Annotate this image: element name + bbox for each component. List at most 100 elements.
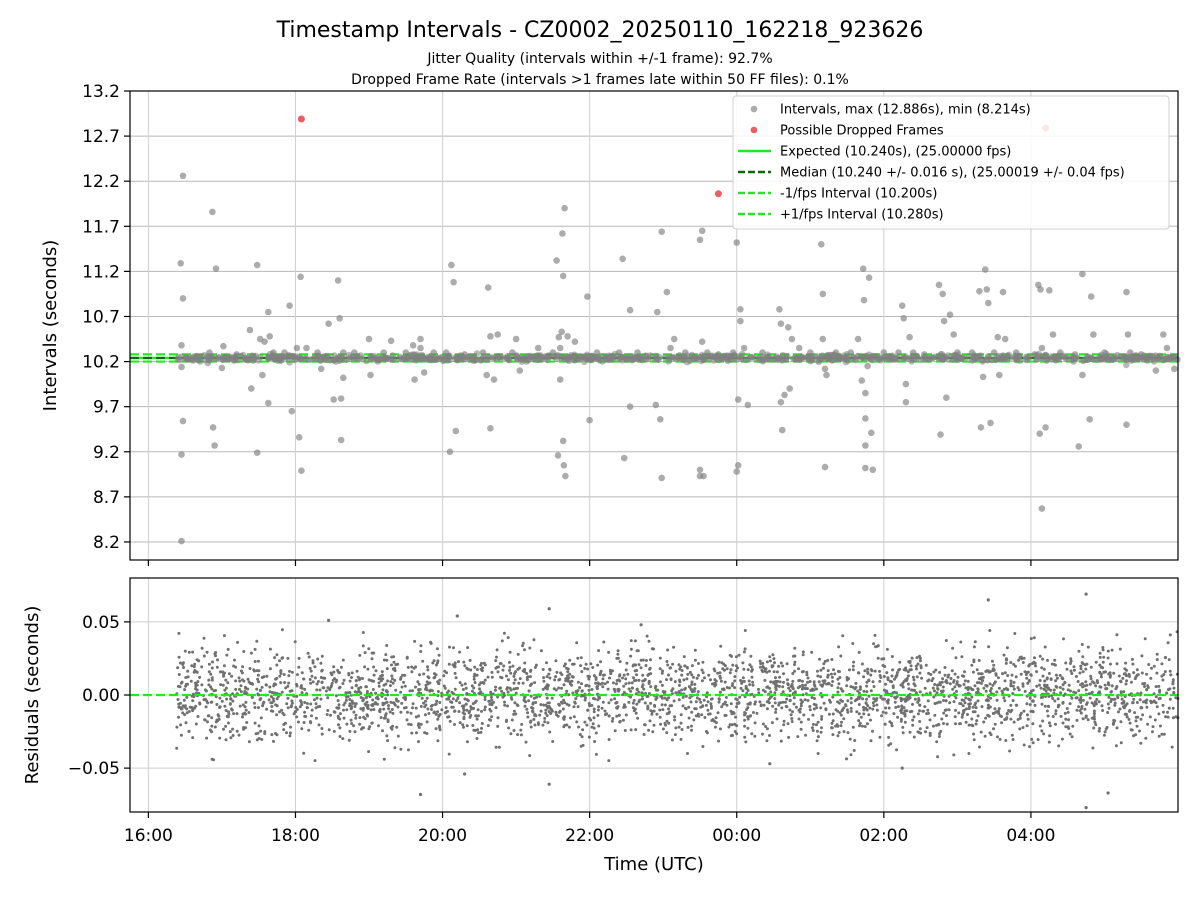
residual-point <box>968 686 972 690</box>
interval-point <box>836 353 843 361</box>
residual-point <box>177 673 181 676</box>
residual-point <box>187 729 191 733</box>
residual-point <box>819 683 823 687</box>
residual-point <box>288 731 292 735</box>
residual-point <box>865 684 869 688</box>
residuals-x-axis-label: Time (UTC) <box>603 854 704 875</box>
intervals-y-axis-label: Intervals (seconds) <box>40 240 61 412</box>
residual-point <box>564 677 568 681</box>
interval-point <box>696 236 704 244</box>
residual-point <box>673 715 677 719</box>
residual-point <box>365 700 369 704</box>
residual-point <box>686 725 690 729</box>
interval-point <box>483 371 491 379</box>
interval-point <box>363 357 370 365</box>
residual-point <box>861 697 865 701</box>
interval-point <box>337 395 345 402</box>
interval-point <box>516 355 524 363</box>
interval-point <box>977 424 985 431</box>
residual-point <box>451 663 455 667</box>
residual-point <box>480 722 484 725</box>
residual-point <box>812 707 816 711</box>
residual-point <box>1104 670 1107 674</box>
residual-point <box>210 757 214 761</box>
residual-point <box>259 729 263 733</box>
residual-point <box>566 670 570 674</box>
residual-point <box>793 663 796 667</box>
residual-point <box>819 730 823 734</box>
residual-point <box>1011 692 1015 695</box>
residual-point <box>751 683 755 687</box>
residual-point <box>565 723 569 727</box>
interval-point <box>644 355 651 363</box>
residual-point <box>679 737 683 741</box>
residual-point <box>1032 636 1036 640</box>
residual-point <box>545 675 549 679</box>
residual-point <box>232 712 236 716</box>
residual-point <box>241 678 244 682</box>
residual-point <box>972 738 976 742</box>
residual-point <box>1031 699 1035 703</box>
interval-point <box>558 328 565 336</box>
residual-point <box>688 670 692 674</box>
residuals-y-axis-label: Residuals (seconds) <box>22 606 43 785</box>
residual-point <box>774 688 778 692</box>
residual-point <box>413 639 417 643</box>
residual-point <box>343 701 347 705</box>
residual-point <box>713 681 717 685</box>
residual-point <box>983 734 987 738</box>
residual-point <box>799 720 803 724</box>
residual-point <box>496 670 500 674</box>
residual-point <box>858 687 862 691</box>
residual-point <box>359 691 363 695</box>
interval-point <box>288 407 296 415</box>
residual-point <box>475 737 479 740</box>
residual-point <box>1162 673 1166 676</box>
residual-point <box>210 687 214 691</box>
residual-point <box>788 689 792 693</box>
residual-point <box>290 701 294 705</box>
residual-point <box>473 701 477 704</box>
interval-point <box>585 353 592 361</box>
interval-point <box>938 355 946 363</box>
residual-point <box>191 692 195 696</box>
residual-point <box>452 692 456 696</box>
residual-point <box>578 733 582 736</box>
residual-point <box>186 682 190 686</box>
residual-point <box>868 706 872 710</box>
residual-point <box>528 684 532 687</box>
interval-point <box>357 352 365 359</box>
residual-point <box>911 718 915 722</box>
residual-point <box>1098 663 1102 667</box>
residual-point <box>1106 791 1110 795</box>
residual-point <box>1128 709 1132 712</box>
residual-point <box>179 723 183 727</box>
residual-point <box>1003 679 1007 683</box>
residual-point <box>1144 736 1148 740</box>
residual-point <box>674 691 678 695</box>
residual-point <box>309 721 313 725</box>
residual-point <box>1131 701 1135 705</box>
residual-point <box>533 665 537 669</box>
residual-point <box>278 710 281 714</box>
residual-point <box>962 674 966 678</box>
residual-point <box>421 659 425 663</box>
residual-point <box>1140 654 1144 658</box>
residual-point <box>1029 709 1033 713</box>
residual-point <box>352 710 356 714</box>
residual-point <box>749 654 753 658</box>
residual-point <box>869 718 872 722</box>
residual-point <box>822 681 826 685</box>
interval-point <box>553 355 561 363</box>
residual-point <box>539 649 543 653</box>
residual-point <box>390 674 394 678</box>
residual-point <box>341 682 345 685</box>
interval-point <box>816 355 824 363</box>
residual-point <box>775 717 779 721</box>
residual-point <box>310 714 313 718</box>
interval-point <box>608 352 616 360</box>
residual-point <box>648 719 652 723</box>
residual-point <box>833 672 837 676</box>
residual-point <box>634 728 638 732</box>
residual-point <box>799 704 803 708</box>
